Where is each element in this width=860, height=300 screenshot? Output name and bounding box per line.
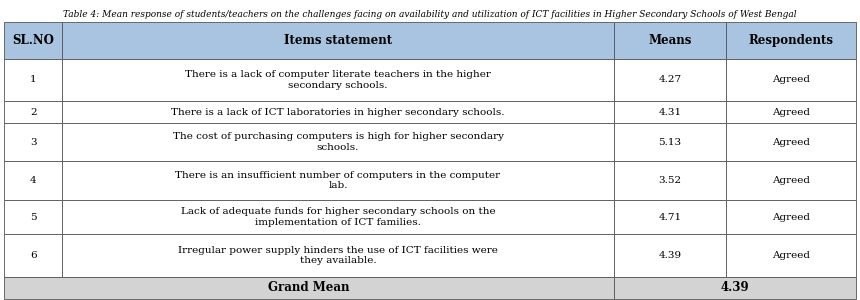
Text: SL.NO: SL.NO bbox=[12, 34, 54, 47]
Bar bbox=[4, 22, 62, 58]
Bar bbox=[4, 277, 614, 298]
Bar bbox=[62, 22, 614, 58]
Text: 3.52: 3.52 bbox=[659, 176, 682, 185]
Text: There is a lack of ICT laboratories in higher secondary schools.: There is a lack of ICT laboratories in h… bbox=[171, 108, 505, 117]
Bar bbox=[727, 200, 856, 234]
Text: Agreed: Agreed bbox=[772, 213, 810, 222]
Text: Lack of adequate funds for higher secondary schools on the
implementation of ICT: Lack of adequate funds for higher second… bbox=[181, 207, 495, 227]
Bar bbox=[727, 22, 856, 58]
Bar bbox=[614, 123, 727, 161]
Text: 4.71: 4.71 bbox=[659, 213, 682, 222]
Bar bbox=[727, 234, 856, 277]
Bar bbox=[727, 58, 856, 101]
Text: 6: 6 bbox=[30, 251, 37, 260]
Bar bbox=[62, 161, 614, 200]
Text: Agreed: Agreed bbox=[772, 138, 810, 147]
Text: Agreed: Agreed bbox=[772, 75, 810, 84]
Text: Irregular power supply hinders the use of ICT facilities were
they available.: Irregular power supply hinders the use o… bbox=[178, 246, 498, 265]
Bar bbox=[614, 58, 727, 101]
Text: 2: 2 bbox=[30, 108, 37, 117]
Text: 4.39: 4.39 bbox=[659, 251, 682, 260]
Bar bbox=[727, 123, 856, 161]
Text: 4: 4 bbox=[30, 176, 37, 185]
Bar bbox=[62, 58, 614, 101]
Text: Respondents: Respondents bbox=[748, 34, 833, 47]
Text: Agreed: Agreed bbox=[772, 176, 810, 185]
Bar bbox=[4, 123, 62, 161]
Text: 4.39: 4.39 bbox=[721, 281, 749, 294]
Text: 1: 1 bbox=[30, 75, 37, 84]
Bar bbox=[4, 58, 62, 101]
Text: Means: Means bbox=[648, 34, 691, 47]
Text: There is an insufficient number of computers in the computer
lab.: There is an insufficient number of compu… bbox=[175, 171, 501, 190]
Bar bbox=[4, 234, 62, 277]
Text: Agreed: Agreed bbox=[772, 108, 810, 117]
Text: Table 4: Mean response of students/teachers on the challenges facing on availabi: Table 4: Mean response of students/teach… bbox=[63, 10, 797, 19]
Bar bbox=[62, 234, 614, 277]
Text: 4.27: 4.27 bbox=[659, 75, 682, 84]
Bar bbox=[614, 277, 856, 298]
Bar bbox=[727, 161, 856, 200]
Text: There is a lack of computer literate teachers in the higher
secondary schools.: There is a lack of computer literate tea… bbox=[185, 70, 491, 90]
Bar bbox=[4, 200, 62, 234]
Text: 3: 3 bbox=[30, 138, 37, 147]
Bar bbox=[614, 101, 727, 123]
Text: Items statement: Items statement bbox=[284, 34, 392, 47]
Text: The cost of purchasing computers is high for higher secondary
schools.: The cost of purchasing computers is high… bbox=[173, 132, 504, 152]
Bar bbox=[614, 161, 727, 200]
Text: Agreed: Agreed bbox=[772, 251, 810, 260]
Bar bbox=[62, 200, 614, 234]
Bar bbox=[4, 101, 62, 123]
Text: Grand Mean: Grand Mean bbox=[268, 281, 350, 294]
Bar bbox=[727, 101, 856, 123]
Bar bbox=[62, 123, 614, 161]
Text: 5: 5 bbox=[30, 213, 37, 222]
Bar bbox=[4, 161, 62, 200]
Text: 5.13: 5.13 bbox=[659, 138, 682, 147]
Bar bbox=[614, 22, 727, 58]
Bar bbox=[614, 200, 727, 234]
Text: 4.31: 4.31 bbox=[659, 108, 682, 117]
Bar bbox=[62, 101, 614, 123]
Bar bbox=[614, 234, 727, 277]
